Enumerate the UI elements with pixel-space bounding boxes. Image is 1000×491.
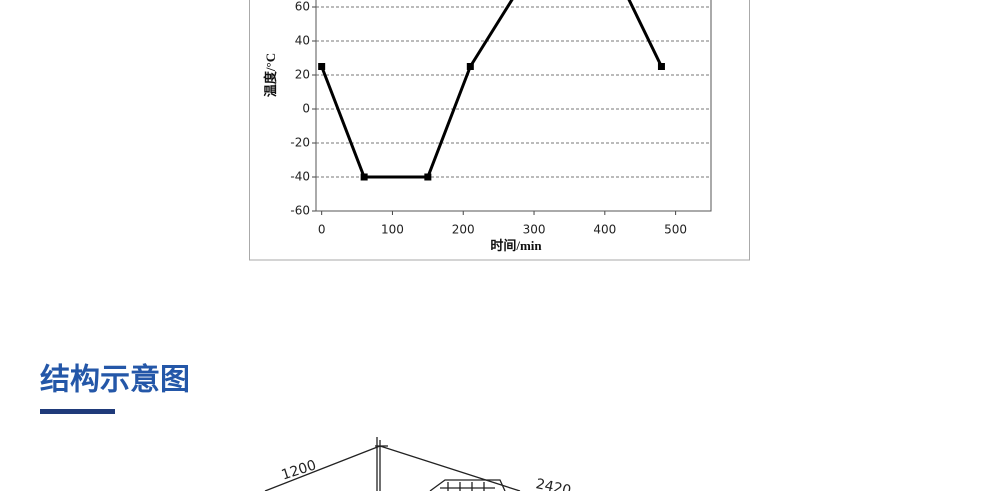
dimension-label: 1200 — [280, 457, 319, 483]
x-tick-label: 300 — [523, 223, 546, 237]
data-point — [318, 63, 326, 70]
x-tick-label: 0 — [318, 223, 326, 237]
y-tick-label: -60 — [290, 204, 310, 218]
y-axis-title: 温度/°C — [263, 53, 278, 97]
x-tick-label: 100 — [381, 223, 404, 237]
x-tick-label: 500 — [664, 223, 687, 237]
y-tick-label: -40 — [290, 170, 310, 184]
data-point — [424, 173, 432, 181]
title-underline — [40, 409, 115, 414]
data-point — [360, 173, 368, 181]
section-title: 结构示意图 — [40, 363, 190, 398]
data-point — [466, 63, 474, 70]
x-tick-label: 200 — [452, 223, 475, 237]
y-tick-label: 20 — [295, 68, 310, 82]
y-tick-label: 40 — [295, 34, 310, 48]
x-tick-label: 400 — [593, 223, 616, 237]
y-tick-label: 60 — [295, 0, 310, 14]
structure-diagram — [264, 437, 521, 491]
y-tick-label: -20 — [290, 136, 310, 150]
data-point — [657, 63, 665, 70]
dimension-label: 2420 — [534, 476, 572, 491]
chart-frame — [249, 0, 750, 261]
x-axis-title: 时间/min — [490, 238, 542, 253]
chart: -60 -40 -20 0 20 40 60 0 100 200 300 400 500 — [290, 0, 712, 237]
y-tick-label: 0 — [302, 102, 310, 116]
plot-border — [315, 0, 712, 212]
